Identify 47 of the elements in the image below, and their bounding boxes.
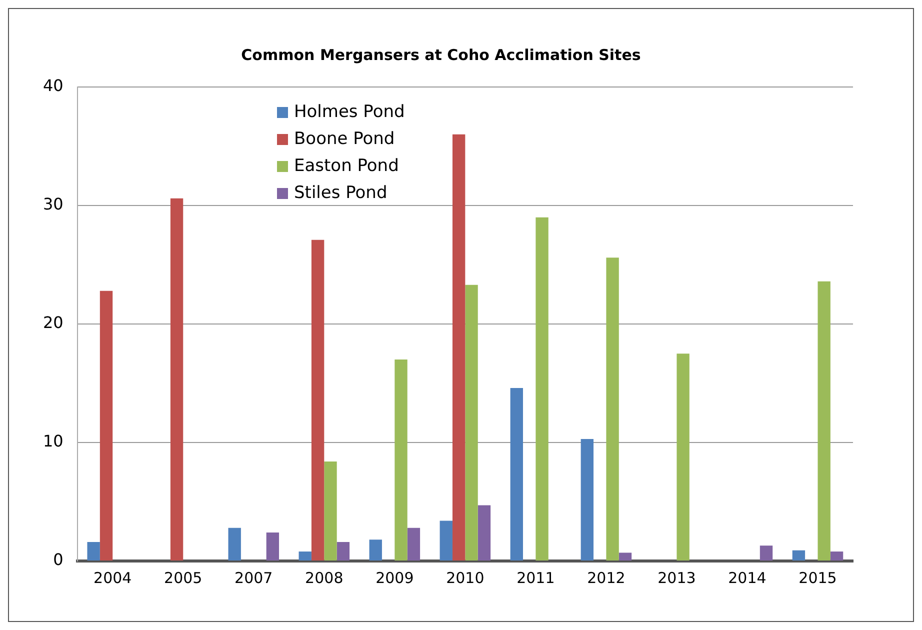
x-tick-label: 2007 (234, 568, 273, 587)
bar (407, 528, 420, 560)
bar (87, 542, 100, 560)
bar (298, 552, 312, 560)
bar (580, 438, 594, 560)
y-tick-label: 10 (43, 432, 64, 451)
chart-title: Common Mergansers at Coho Acclimation Sites (241, 46, 641, 64)
legend-label: Stiles Pond (294, 182, 388, 205)
x-tick-label: 2010 (446, 568, 484, 587)
bar (369, 540, 382, 560)
bar (818, 281, 830, 560)
bar (170, 198, 184, 560)
bar (465, 284, 478, 560)
bar (311, 240, 324, 560)
y-tick-label: 30 (43, 194, 64, 214)
bar (760, 546, 773, 560)
x-tick-label: 2004 (94, 568, 132, 587)
bar (452, 134, 466, 560)
x-tick-label: 2015 (798, 568, 837, 587)
x-tick-label: 2011 (516, 568, 555, 587)
bar (606, 258, 619, 560)
x-tick-label: 2012 (587, 568, 626, 587)
bar (100, 290, 113, 560)
bar (228, 528, 241, 560)
bar (478, 505, 491, 560)
bar (394, 360, 408, 560)
bar (618, 552, 632, 560)
bar (536, 217, 548, 560)
bar (510, 388, 523, 560)
bar (830, 552, 844, 560)
x-tick-label: 2013 (658, 568, 696, 587)
x-tick-label: 2008 (305, 568, 344, 587)
bar (676, 354, 690, 560)
x-tick-label: 2014 (728, 568, 766, 587)
x-tick-label: 2009 (376, 568, 414, 587)
y-tick-label: 40 (43, 76, 64, 96)
y-tick-label: 20 (43, 313, 64, 332)
bar (336, 542, 350, 560)
x-tick-label: 2005 (164, 568, 202, 587)
y-tick-label: 0 (53, 550, 64, 570)
bar (792, 550, 806, 560)
legend-label: Boone Pond (294, 128, 395, 151)
bar (440, 520, 452, 560)
legend-label: Holmes Pond (294, 101, 405, 124)
legend-label: Easton Pond (294, 155, 399, 178)
bar (324, 461, 337, 560)
bar (266, 532, 280, 560)
